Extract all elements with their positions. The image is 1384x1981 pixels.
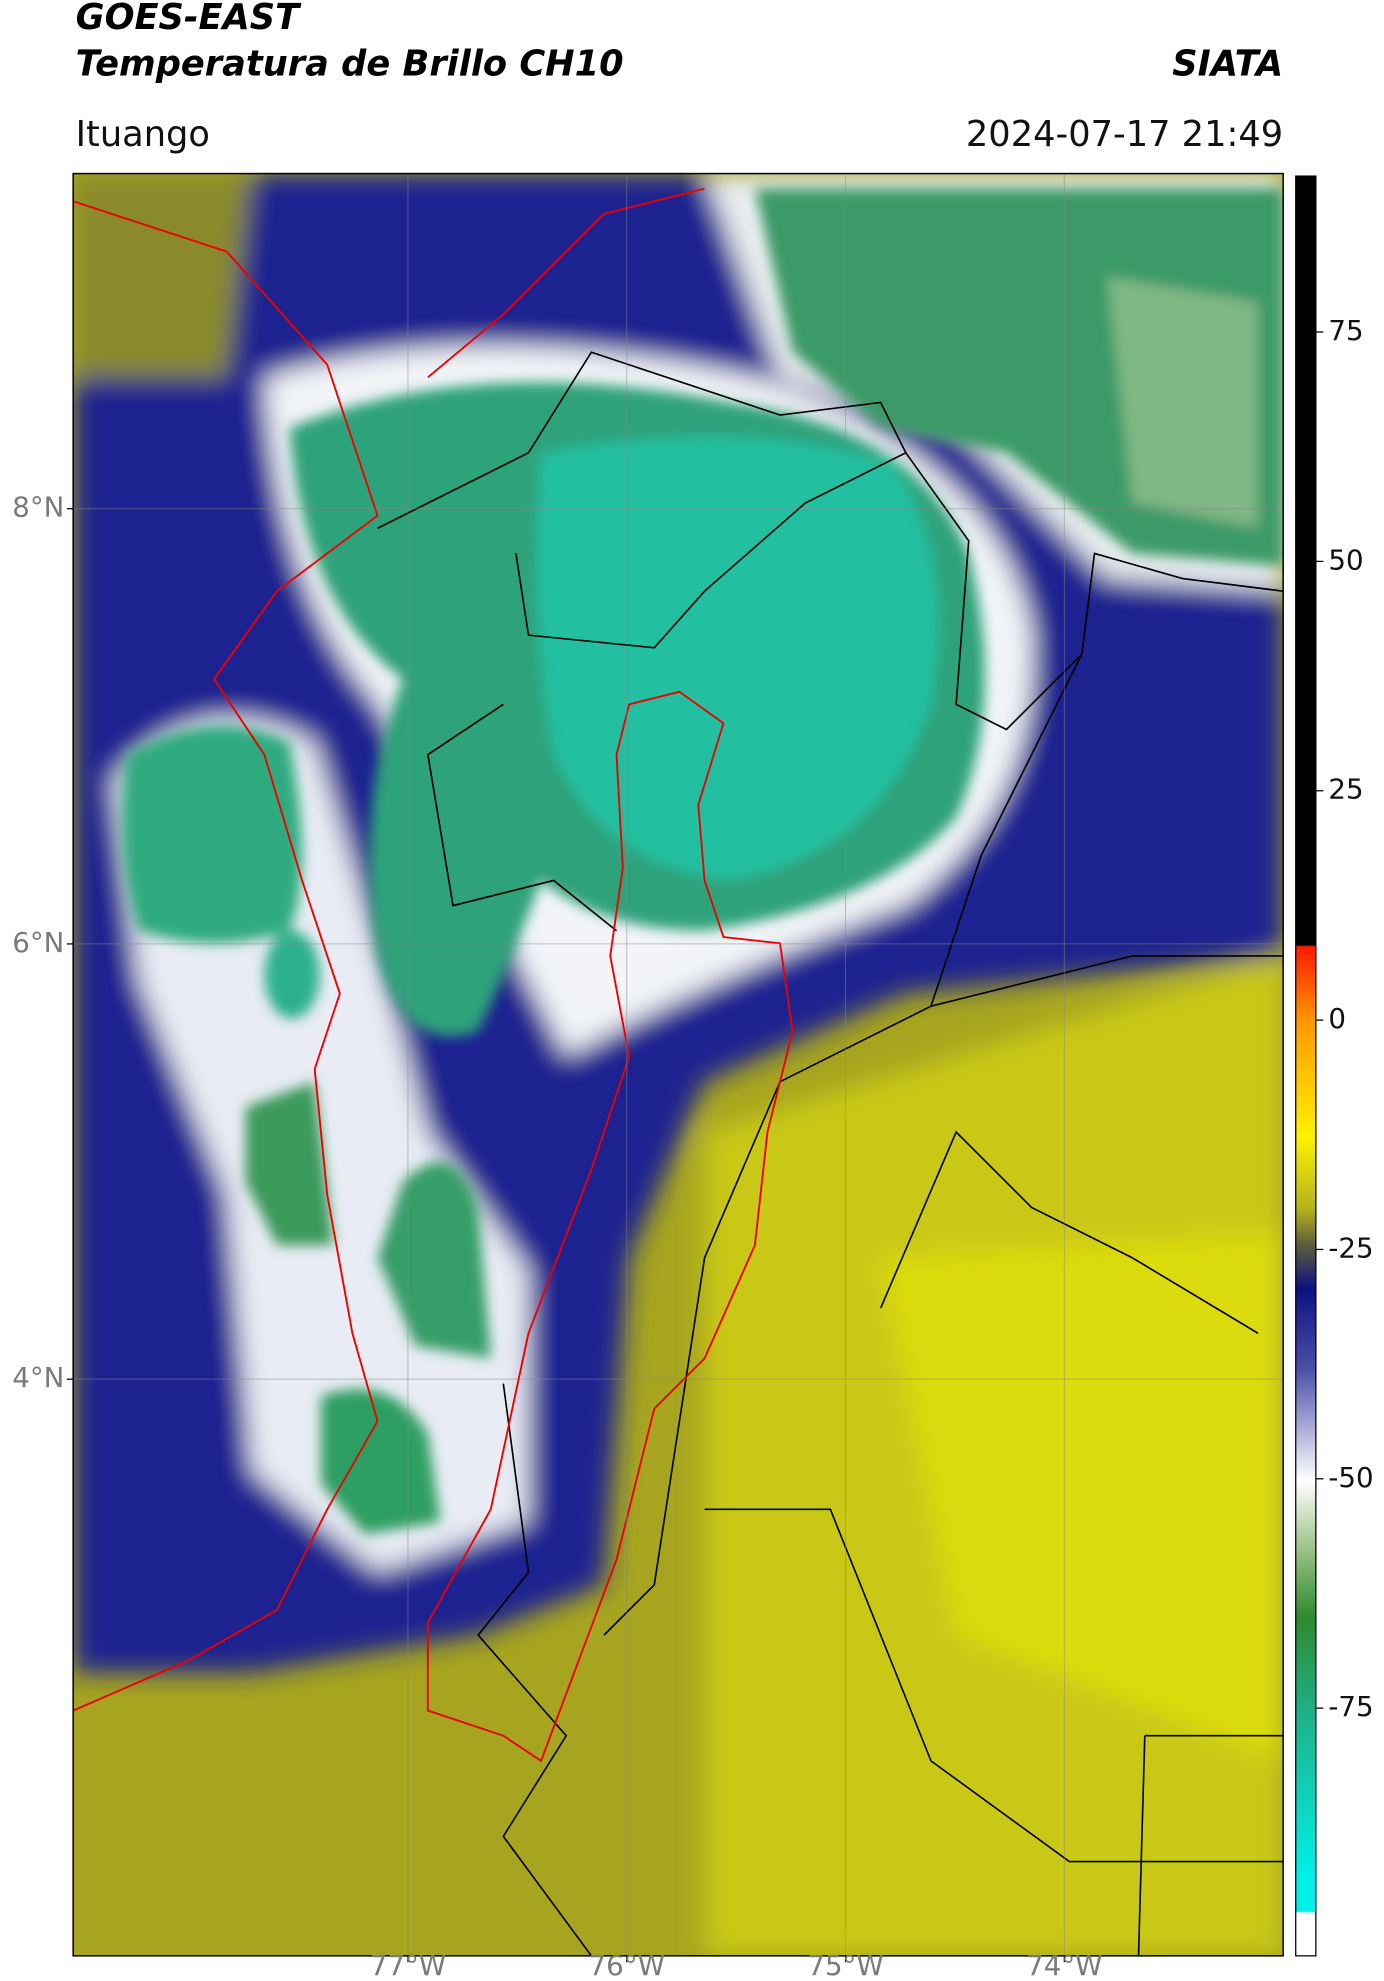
location: Ituango [76, 114, 210, 155]
admin-borders [377, 351, 1284, 1956]
colorbar-tick-label: -25 [1328, 1231, 1373, 1264]
colorbar-tick-label: 50 [1328, 543, 1363, 576]
source: SIATA [1172, 43, 1283, 84]
lon-tick-label: 76°W [589, 1949, 665, 1981]
lon-tick-label: 74°W [1026, 1949, 1102, 1981]
colorbar-tick-label: 0 [1328, 1002, 1346, 1035]
map-frame [72, 172, 1284, 1957]
colorbar-tick-label: -50 [1328, 1461, 1373, 1494]
datetime: 2024-07-17 21:49 [966, 114, 1283, 155]
lon-tick-label: 77°W [370, 1949, 446, 1981]
satellite-map [73, 173, 1284, 1956]
colorbar [1295, 175, 1317, 1957]
lat-tick-label: 4°N [12, 1361, 64, 1394]
lat-tick-label: 6°N [12, 926, 64, 959]
coast-and-region [73, 187, 794, 1763]
colorbar-tick-label: -75 [1328, 1690, 1373, 1723]
colorbar-tick-label: 75 [1328, 314, 1363, 347]
subtitle: Temperatura de Brillo CH10 [76, 43, 624, 84]
colorbar-tick-label: 25 [1328, 773, 1363, 806]
lon-tick-label: 75°W [807, 1949, 883, 1981]
title: GOES-EAST [76, 0, 302, 38]
lat-tick-label: 8°N [12, 491, 64, 524]
